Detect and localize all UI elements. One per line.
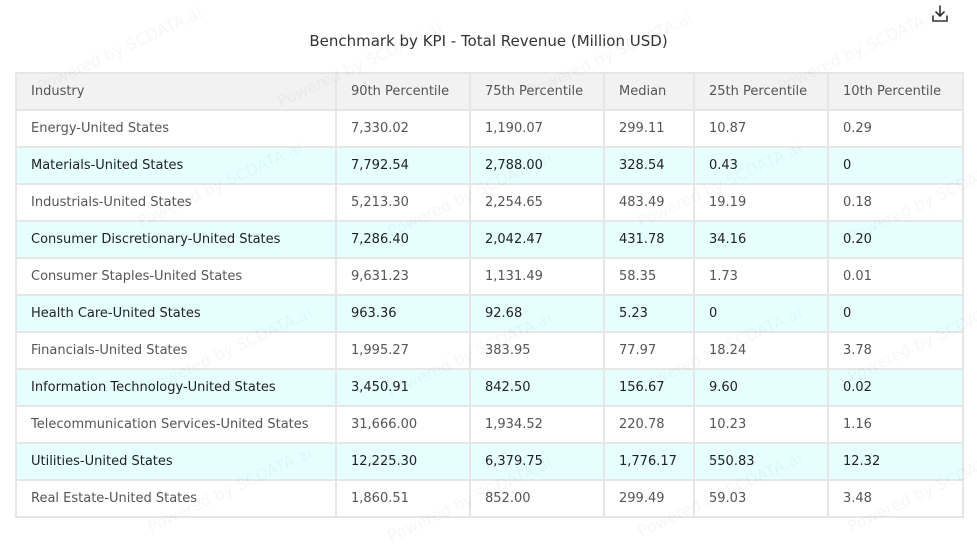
value-cell: 0.29 xyxy=(827,109,964,148)
table-row: Materials-United States 7,792.54 2,788.00 3… xyxy=(15,146,964,185)
value-cell: 220.78 xyxy=(603,405,695,444)
value-cell: 0 xyxy=(827,294,964,333)
value-cell: 12.32 xyxy=(827,442,964,481)
value-cell: 6,379.75 xyxy=(469,442,605,481)
value-cell: 18.24 xyxy=(693,331,829,370)
value-cell: 10.87 xyxy=(693,109,829,148)
value-cell: 58.35 xyxy=(603,257,695,296)
table-row: Health Care-United States 963.36 92.68 5.23… xyxy=(15,294,964,333)
value-cell: 1,776.17 xyxy=(603,442,695,481)
value-cell: 842.50 xyxy=(469,368,605,407)
value-cell: 19.19 xyxy=(693,183,829,222)
table-row: Consumer Discretionary-United States 7,28… xyxy=(15,220,964,259)
column-header: 90th Percentile xyxy=(335,72,471,111)
value-cell: 2,254.65 xyxy=(469,183,605,222)
value-cell: 852.00 xyxy=(469,479,605,518)
industry-cell: Financials-United States xyxy=(15,331,337,370)
value-cell: 12,225.30 xyxy=(335,442,471,481)
download-button[interactable] xyxy=(928,2,952,26)
value-cell: 9,631.23 xyxy=(335,257,471,296)
table-row: Telecommunication Services-United States… xyxy=(15,405,964,444)
value-cell: 7,330.02 xyxy=(335,109,471,148)
table-row: Energy-United States 7,330.02 1,190.07 299.… xyxy=(15,109,964,148)
table-row: Information Technology-United States 3,45… xyxy=(15,368,964,407)
value-cell: 92.68 xyxy=(469,294,605,333)
value-cell: 7,286.40 xyxy=(335,220,471,259)
industry-cell: Utilities-United States xyxy=(15,442,337,481)
table-row: Industrials-United States 5,213.30 2,254.6… xyxy=(15,183,964,222)
value-cell: 328.54 xyxy=(603,146,695,185)
value-cell: 0 xyxy=(827,146,964,185)
table-header-row: Industry 90th Percentile 75th Percentile Me… xyxy=(15,72,964,111)
value-cell: 2,042.47 xyxy=(469,220,605,259)
industry-cell: Energy-United States xyxy=(15,109,337,148)
industry-cell: Consumer Discretionary-United States xyxy=(15,220,337,259)
industry-cell: Consumer Staples-United States xyxy=(15,257,337,296)
value-cell: 3.78 xyxy=(827,331,964,370)
industry-cell: Materials-United States xyxy=(15,146,337,185)
value-cell: 7,792.54 xyxy=(335,146,471,185)
industry-cell: Information Technology-United States xyxy=(15,368,337,407)
value-cell: 156.67 xyxy=(603,368,695,407)
value-cell: 5.23 xyxy=(603,294,695,333)
value-cell: 1,860.51 xyxy=(335,479,471,518)
value-cell: 77.97 xyxy=(603,331,695,370)
column-header: 75th Percentile xyxy=(469,72,605,111)
value-cell: 0.01 xyxy=(827,257,964,296)
download-icon xyxy=(932,5,948,22)
value-cell: 963.36 xyxy=(335,294,471,333)
value-cell: 3,450.91 xyxy=(335,368,471,407)
value-cell: 0.02 xyxy=(827,368,964,407)
value-cell: 383.95 xyxy=(469,331,605,370)
value-cell: 31,666.00 xyxy=(335,405,471,444)
chart-title: Benchmark by KPI - Total Revenue (Millio… xyxy=(309,32,668,50)
value-cell: 431.78 xyxy=(603,220,695,259)
value-cell: 0.20 xyxy=(827,220,964,259)
value-cell: 299.49 xyxy=(603,479,695,518)
value-cell: 1.73 xyxy=(693,257,829,296)
value-cell: 0.43 xyxy=(693,146,829,185)
table-row: Consumer Staples-United States 9,631.23 1,… xyxy=(15,257,964,296)
industry-cell: Health Care-United States xyxy=(15,294,337,333)
value-cell: 1.16 xyxy=(827,405,964,444)
value-cell: 9.60 xyxy=(693,368,829,407)
value-cell: 1,995.27 xyxy=(335,331,471,370)
benchmark-table: Industry 90th Percentile 75th Percentile Me… xyxy=(15,72,964,518)
value-cell: 299.11 xyxy=(603,109,695,148)
value-cell: 5,213.30 xyxy=(335,183,471,222)
table-row: Financials-United States 1,995.27 383.95 77… xyxy=(15,331,964,370)
table-row: Real Estate-United States 1,860.51 852.00 2… xyxy=(15,479,964,518)
table-row: Utilities-United States 12,225.30 6,379.75… xyxy=(15,442,964,481)
value-cell: 550.83 xyxy=(693,442,829,481)
value-cell: 0.18 xyxy=(827,183,964,222)
column-header: 10th Percentile xyxy=(827,72,964,111)
column-header: Industry xyxy=(15,72,337,111)
value-cell: 2,788.00 xyxy=(469,146,605,185)
column-header: Median xyxy=(603,72,695,111)
value-cell: 34.16 xyxy=(693,220,829,259)
benchmark-table-container: Industry 90th Percentile 75th Percentile Me… xyxy=(15,72,964,518)
value-cell: 10.23 xyxy=(693,405,829,444)
value-cell: 3.48 xyxy=(827,479,964,518)
table-body: Energy-United States 7,330.02 1,190.07 299.… xyxy=(15,109,964,518)
value-cell: 0 xyxy=(693,294,829,333)
value-cell: 483.49 xyxy=(603,183,695,222)
value-cell: 1,934.52 xyxy=(469,405,605,444)
industry-cell: Real Estate-United States xyxy=(15,479,337,518)
value-cell: 59.03 xyxy=(693,479,829,518)
column-header: 25th Percentile xyxy=(693,72,829,111)
industry-cell: Telecommunication Services-United States xyxy=(15,405,337,444)
value-cell: 1,131.49 xyxy=(469,257,605,296)
value-cell: 1,190.07 xyxy=(469,109,605,148)
industry-cell: Industrials-United States xyxy=(15,183,337,222)
